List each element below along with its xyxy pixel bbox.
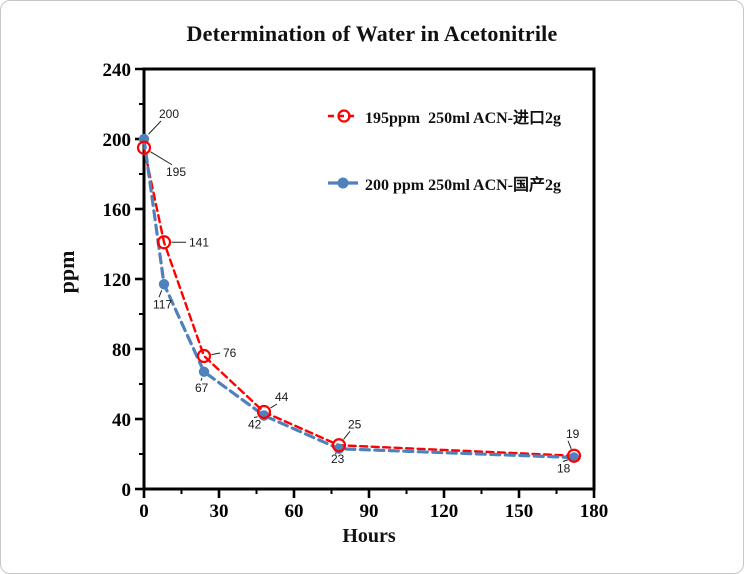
marker-filled-circle (158, 279, 170, 290)
marker-open-circle (136, 140, 152, 155)
data-point-label: 23 (331, 452, 345, 466)
label-leader-line (270, 403, 278, 409)
label-leader-line (343, 430, 351, 440)
legend-label-domestic: 200 ppm 250ml ACN-国产2g (365, 177, 562, 194)
data-point-label: 44 (275, 390, 289, 404)
legend-marker-red-open-circle-icon (328, 109, 358, 123)
data-point-label: 18 (557, 462, 571, 476)
legend-item-domestic: 200 ppm 250ml ACN-国产2g (328, 172, 561, 194)
data-point-label: 195 (166, 165, 186, 179)
marker-filled-circle (198, 366, 210, 377)
data-point-label: 42 (248, 418, 262, 432)
y-tick-label: 0 (122, 480, 132, 501)
label-leader-line (158, 290, 163, 298)
y-tick-label: 80 (112, 340, 131, 361)
series-line (142, 137, 576, 460)
label-leader-line (150, 151, 173, 166)
chart-title: Determination of Water in Acetonitrile (186, 21, 558, 46)
x-tick-label: 120 (430, 501, 459, 522)
data-point-label: 19 (566, 427, 580, 441)
legend-item-imported: 195ppm 250ml ACN-进口2g (328, 105, 561, 127)
x-tick-label: 30 (210, 501, 229, 522)
x-tick-label: 60 (285, 501, 304, 522)
legend-label-imported: 195ppm 250ml ACN-进口2g (365, 110, 562, 127)
label-leader-line (211, 352, 221, 356)
x-tick-label: 180 (580, 501, 609, 522)
label-leader-line (562, 459, 569, 462)
y-tick-label: 200 (103, 130, 132, 151)
marker-open-circle (156, 235, 172, 250)
label-leader-line (253, 416, 258, 418)
x-tick-label: 150 (505, 501, 534, 522)
marker-open-circle (256, 404, 272, 420)
y-tick-label: 240 (103, 60, 132, 81)
y-tick-label: 120 (103, 270, 132, 291)
data-point-label: 141 (189, 235, 209, 249)
marker-open-circle (331, 438, 347, 453)
label-leader-line (567, 440, 572, 449)
marker-open-circle (196, 348, 212, 364)
data-point-label: 76 (223, 346, 237, 360)
label-leader-line (200, 377, 203, 381)
x-tick-label: 90 (360, 501, 379, 522)
data-point-label: 25 (348, 417, 362, 431)
data-point-label: 200 (159, 107, 179, 121)
series-line (142, 146, 576, 457)
x-axis-label: Hours (342, 525, 396, 547)
label-leader-line (148, 120, 162, 135)
x-tick-label: 0 (139, 501, 149, 522)
data-point-label: 67 (195, 381, 209, 395)
y-tick-label: 160 (103, 200, 132, 221)
legend-marker-blue-filled-circle-icon (328, 177, 358, 189)
marker-open-circle (566, 448, 582, 463)
data-point-label: 117 (153, 297, 172, 311)
y-tick-label: 40 (112, 410, 131, 431)
legend: 195ppm 250ml ACN-进口2g 200 ppm 250ml ACN-… (328, 105, 561, 194)
